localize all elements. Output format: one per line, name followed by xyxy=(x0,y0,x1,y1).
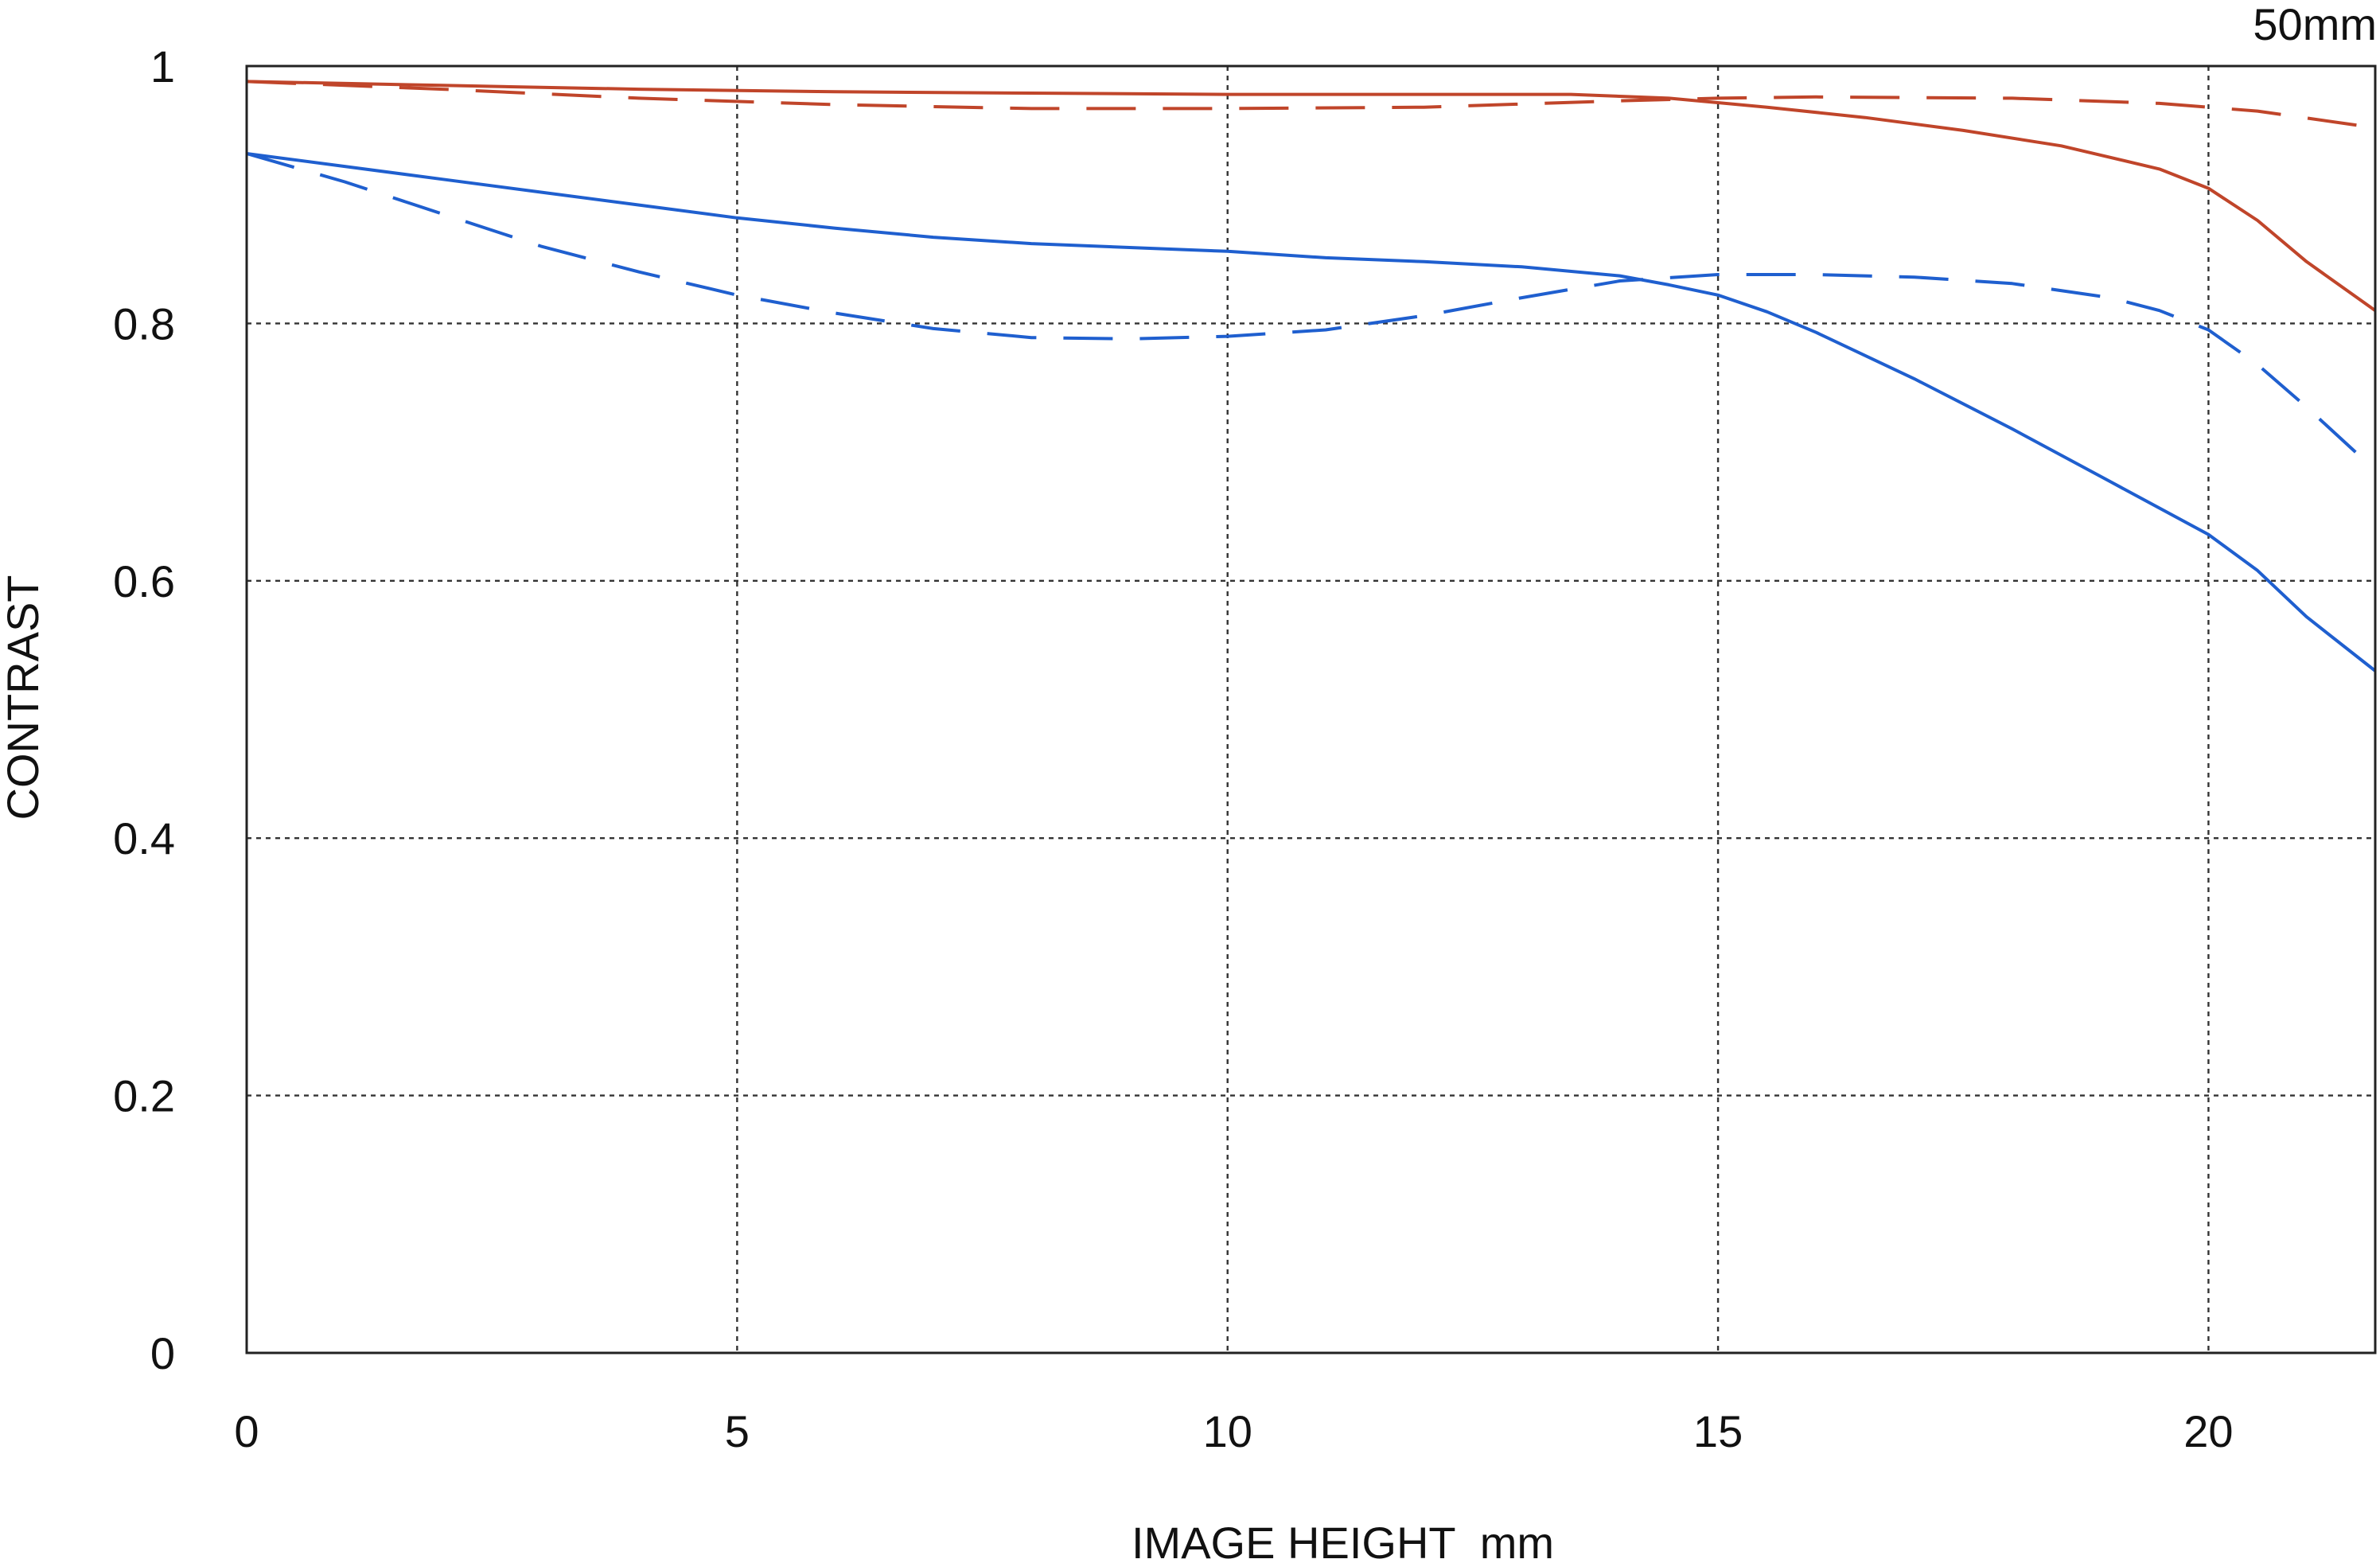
series-line-3-dashed xyxy=(246,152,2357,454)
x-tick-label: 15 xyxy=(1693,1406,1743,1456)
series-line-2-solid xyxy=(246,152,2377,672)
corner-label: 50mm xyxy=(2253,0,2377,49)
y-axis-title: CONTRAST xyxy=(0,575,48,820)
x-tick-label: 10 xyxy=(1203,1406,1252,1456)
y-tick-label: 0.6 xyxy=(113,556,175,606)
y-tick-label: 0.8 xyxy=(113,298,175,349)
x-axis-title: IMAGE HEIGHT mm xyxy=(1132,1518,1554,1563)
y-tick-label: 1 xyxy=(150,41,175,92)
x-tick-label: 0 xyxy=(234,1406,259,1456)
plot-frame xyxy=(245,64,2377,1354)
x-tick-label: 20 xyxy=(2183,1406,2233,1456)
y-tick-label: 0.2 xyxy=(113,1071,175,1121)
tick-layer: 0 5 10 15 20 0 0.2 0.4 0.6 0.8 1 xyxy=(113,41,2233,1456)
grid-layer xyxy=(247,66,2375,1353)
y-tick-label: 0.4 xyxy=(113,813,175,863)
x-tick-label: 5 xyxy=(725,1406,750,1456)
series-line-0-solid xyxy=(246,80,2377,312)
series-layer xyxy=(246,80,2377,672)
y-tick-label: 0 xyxy=(150,1328,175,1378)
series-line-1-dashed xyxy=(246,80,2376,130)
